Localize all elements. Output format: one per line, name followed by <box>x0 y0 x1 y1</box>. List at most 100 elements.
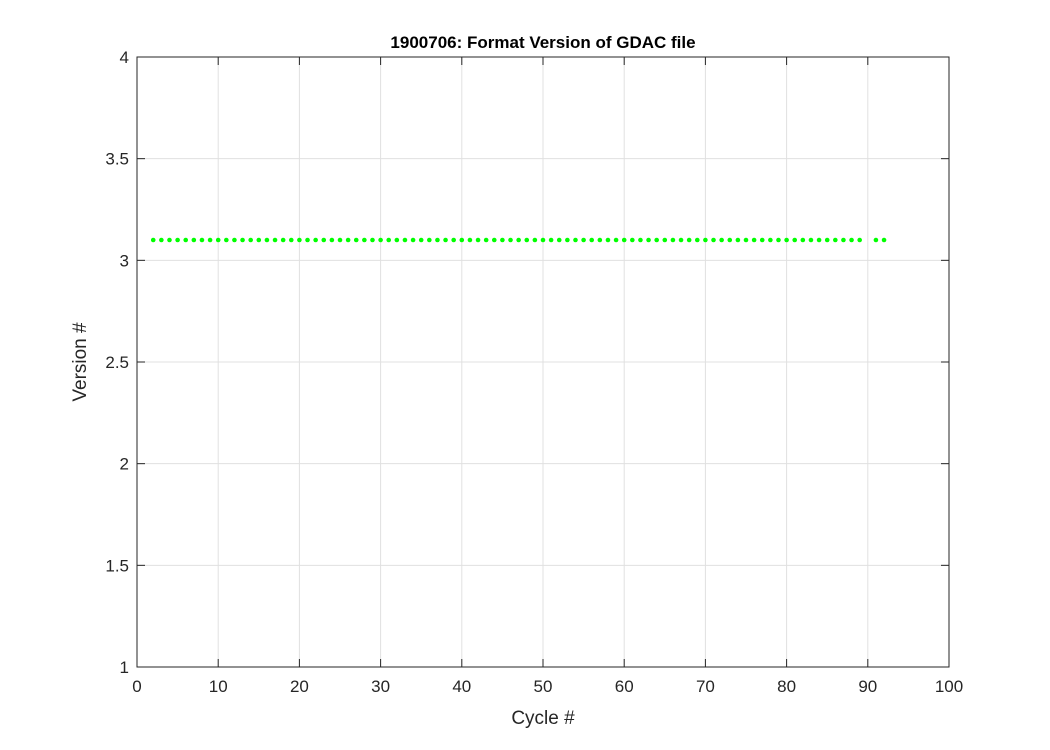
data-point <box>727 237 733 243</box>
x-tick-label: 30 <box>371 677 390 696</box>
data-point <box>613 237 619 243</box>
data-point <box>353 237 359 243</box>
data-point <box>759 237 765 243</box>
data-point <box>378 237 383 243</box>
data-point <box>662 237 668 243</box>
x-tick-label: 100 <box>935 677 963 696</box>
data-point <box>654 237 659 243</box>
data-point <box>402 237 408 243</box>
data-point <box>183 237 189 243</box>
data-point <box>816 237 822 243</box>
data-point <box>686 237 692 243</box>
data-point <box>435 237 440 243</box>
y-tick-label: 1.5 <box>105 556 129 575</box>
data-point <box>605 237 611 243</box>
data-point <box>362 237 367 243</box>
data-point <box>159 237 164 243</box>
data-point <box>288 237 294 243</box>
data-point <box>337 237 343 243</box>
data-point <box>824 237 830 243</box>
data-point <box>565 237 570 243</box>
data-point <box>297 237 302 243</box>
y-tick-label: 3.5 <box>105 150 129 169</box>
data-point <box>427 237 432 243</box>
data-point <box>784 237 789 243</box>
data-point <box>849 237 854 243</box>
x-tick-label: 60 <box>615 677 634 696</box>
data-point <box>370 237 375 243</box>
data-point <box>841 237 846 243</box>
data-point <box>394 237 400 243</box>
data-point <box>573 237 578 243</box>
data-point <box>305 237 310 243</box>
data-point <box>792 237 798 243</box>
data-point <box>670 237 676 243</box>
x-axis-label: Cycle # <box>511 708 575 729</box>
data-point <box>597 237 603 243</box>
data-point <box>467 237 473 243</box>
data-point <box>703 237 708 243</box>
data-point <box>475 237 481 243</box>
data-point <box>743 237 749 243</box>
y-tick-label: 2 <box>120 455 129 474</box>
x-tick-label: 0 <box>132 677 141 696</box>
data-point <box>508 237 513 243</box>
data-point <box>224 237 229 243</box>
y-tick-label: 3 <box>120 251 129 270</box>
data-point <box>711 237 716 243</box>
data-point <box>167 237 172 243</box>
data-point <box>215 237 221 243</box>
data-point <box>345 237 351 243</box>
data-point <box>248 237 253 243</box>
data-point <box>524 237 530 243</box>
data-point <box>191 237 197 243</box>
data-point <box>272 237 278 243</box>
data-point <box>232 237 237 243</box>
y-tick-label: 4 <box>120 48 129 67</box>
data-point <box>443 237 448 243</box>
data-point <box>418 237 424 243</box>
data-point <box>321 237 327 243</box>
y-tick-label: 2.5 <box>105 353 129 372</box>
data-point <box>621 237 627 243</box>
data-point <box>264 237 270 243</box>
data-point <box>735 237 741 243</box>
data-point <box>410 237 416 243</box>
data-point <box>459 237 465 243</box>
data-point <box>329 237 335 243</box>
data-point <box>581 237 586 243</box>
x-tick-label: 20 <box>290 677 309 696</box>
data-point <box>719 237 724 243</box>
data-point <box>678 237 684 243</box>
data-point <box>451 237 456 243</box>
data-point <box>646 237 651 243</box>
x-tick-label: 90 <box>858 677 877 696</box>
data-point <box>313 237 318 243</box>
data-point <box>751 237 757 243</box>
data-point <box>256 237 262 243</box>
data-point <box>873 237 879 243</box>
chart-title: 1900706: Format Version of GDAC file <box>390 33 695 52</box>
data-point <box>768 237 773 243</box>
data-point <box>776 237 781 243</box>
data-point <box>857 237 862 243</box>
data-point <box>808 237 814 243</box>
data-point <box>199 237 205 243</box>
data-point <box>532 237 538 243</box>
x-tick-label: 50 <box>534 677 553 696</box>
data-point <box>386 237 392 243</box>
data-point <box>881 237 887 243</box>
data-point <box>516 237 521 243</box>
data-point <box>483 237 489 243</box>
data-point <box>280 237 286 243</box>
y-axis-label: Version # <box>70 322 91 402</box>
data-point <box>833 237 838 243</box>
data-point <box>540 237 546 243</box>
data-point <box>630 237 635 243</box>
data-point <box>589 237 595 243</box>
y-tick-label: 1 <box>120 658 129 677</box>
x-tick-label: 10 <box>209 677 228 696</box>
x-tick-label: 40 <box>452 677 471 696</box>
data-point <box>556 237 562 243</box>
